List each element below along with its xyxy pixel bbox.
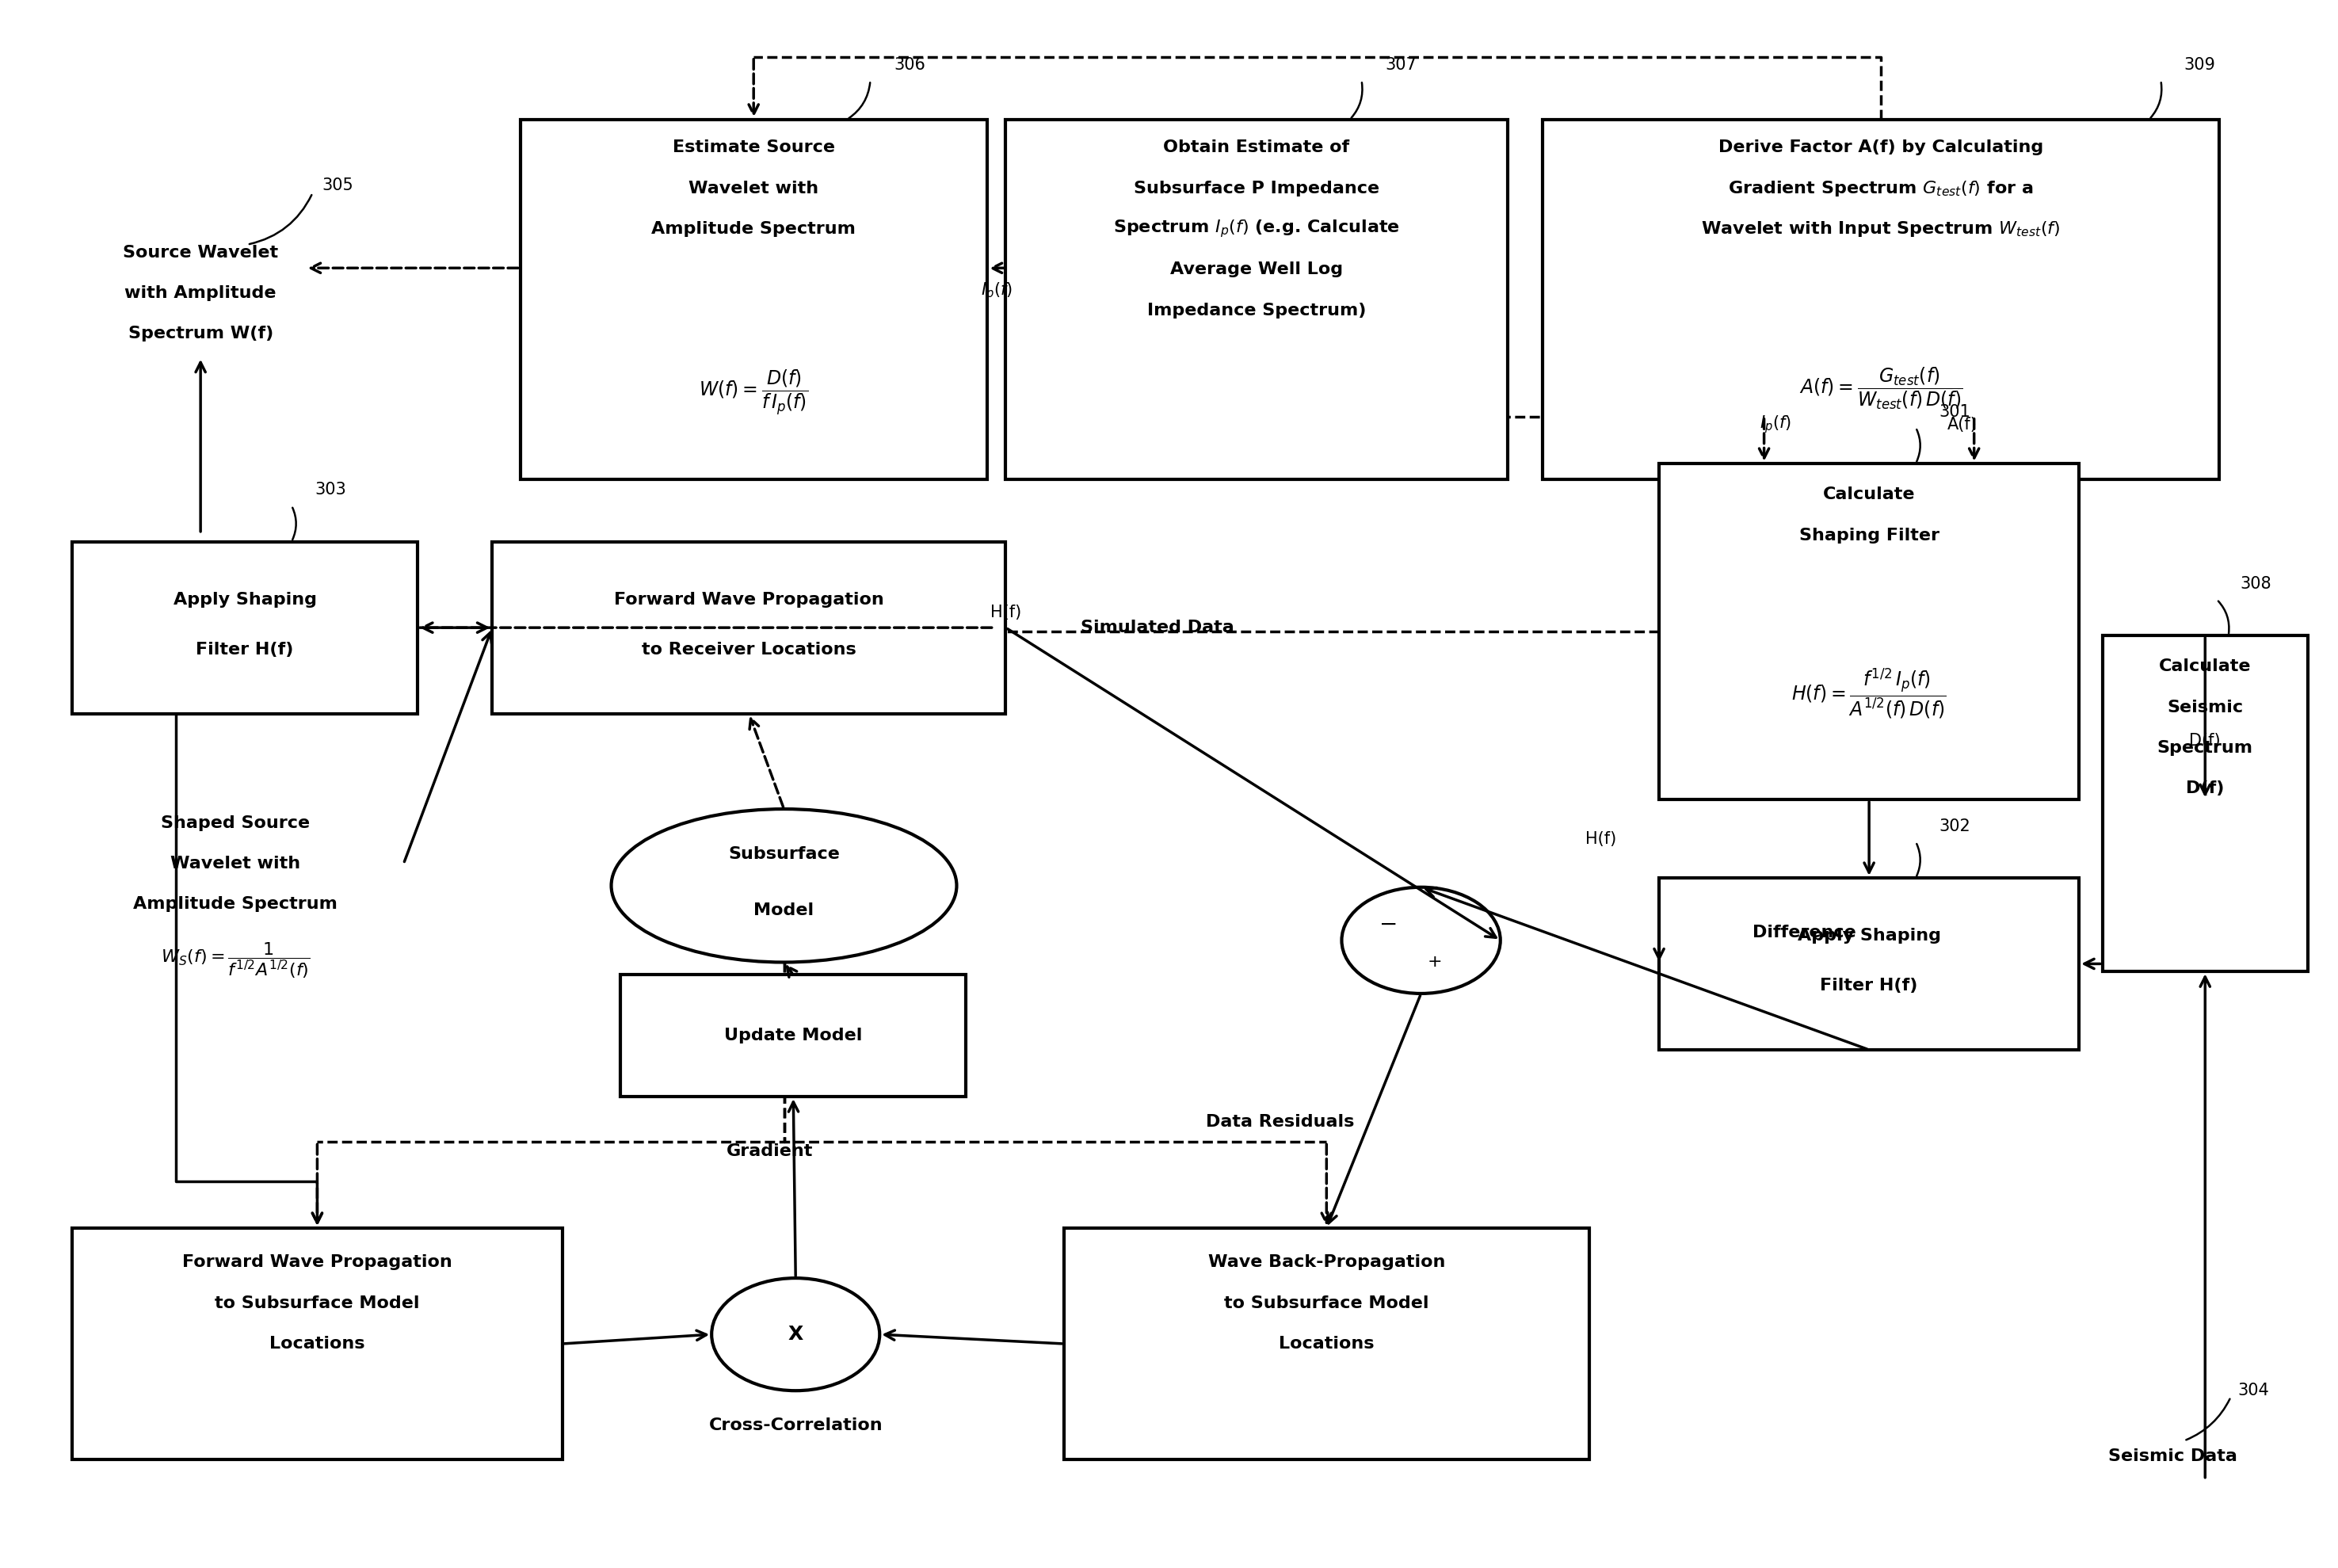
Text: Filter H(f): Filter H(f)	[1821, 978, 1917, 994]
Text: $W(f) = \dfrac{D(f)}{f\,I_p(f)}$: $W(f) = \dfrac{D(f)}{f\,I_p(f)}$	[699, 368, 809, 417]
Text: 303: 303	[316, 481, 346, 499]
Text: Shaping Filter: Shaping Filter	[1798, 527, 1938, 543]
FancyBboxPatch shape	[1660, 464, 2078, 800]
FancyBboxPatch shape	[1660, 878, 2078, 1051]
Text: Gradient: Gradient	[727, 1143, 814, 1159]
Text: Cross-Correlation: Cross-Correlation	[708, 1417, 884, 1433]
Text: Model: Model	[753, 903, 814, 919]
Ellipse shape	[711, 1278, 879, 1391]
Text: Impedance Spectrum): Impedance Spectrum)	[1148, 303, 1365, 318]
Text: Spectrum: Spectrum	[2158, 740, 2254, 756]
Text: D(f): D(f)	[2186, 781, 2223, 797]
Text: Filter H(f): Filter H(f)	[196, 641, 295, 657]
FancyBboxPatch shape	[72, 1228, 561, 1460]
Text: Wave Back-Propagation: Wave Back-Propagation	[1209, 1254, 1445, 1270]
Text: Calculate: Calculate	[2158, 659, 2251, 674]
FancyBboxPatch shape	[1064, 1228, 1590, 1460]
Text: Estimate Source: Estimate Source	[673, 140, 835, 155]
Text: Locations: Locations	[1279, 1336, 1375, 1352]
Text: 301: 301	[1938, 405, 1971, 420]
FancyBboxPatch shape	[1543, 119, 2219, 480]
Text: Data Residuals: Data Residuals	[1206, 1113, 1354, 1129]
Text: to Subsurface Model: to Subsurface Model	[1225, 1295, 1429, 1311]
Text: Average Well Log: Average Well Log	[1169, 262, 1342, 278]
FancyBboxPatch shape	[521, 119, 987, 480]
Text: Forward Wave Propagation: Forward Wave Propagation	[182, 1254, 451, 1270]
Text: 309: 309	[2184, 56, 2216, 72]
Text: 305: 305	[323, 177, 353, 193]
Text: Subsurface P Impedance: Subsurface P Impedance	[1134, 180, 1379, 196]
Text: with Amplitude: with Amplitude	[124, 285, 276, 301]
Text: Amplitude Spectrum: Amplitude Spectrum	[133, 897, 337, 913]
Text: −: −	[1379, 914, 1398, 936]
Text: 308: 308	[2240, 575, 2273, 591]
Text: +: +	[1429, 955, 1443, 971]
Text: Seismic: Seismic	[2167, 699, 2242, 715]
Text: Wavelet with: Wavelet with	[171, 856, 302, 872]
Text: $W_S(f) = \dfrac{1}{f^{1/2}A^{1/2}(f)}$: $W_S(f) = \dfrac{1}{f^{1/2}A^{1/2}(f)}$	[161, 941, 311, 980]
Text: 304: 304	[2237, 1383, 2270, 1399]
Text: Source Wavelet: Source Wavelet	[124, 245, 278, 260]
Text: Wavelet with: Wavelet with	[690, 180, 818, 196]
Text: 302: 302	[1938, 818, 1971, 834]
FancyBboxPatch shape	[72, 541, 419, 713]
FancyBboxPatch shape	[493, 541, 1005, 713]
Text: to Receiver Locations: to Receiver Locations	[641, 641, 856, 657]
Ellipse shape	[1342, 887, 1501, 994]
FancyBboxPatch shape	[620, 975, 966, 1096]
Text: Apply Shaping: Apply Shaping	[173, 591, 316, 607]
Text: $A(f) = \dfrac{G_{test}(f)}{W_{test}(f)\,D(f)}$: $A(f) = \dfrac{G_{test}(f)}{W_{test}(f)\…	[1798, 365, 1962, 411]
FancyBboxPatch shape	[1005, 119, 1508, 480]
Text: Difference: Difference	[1754, 925, 1856, 941]
Text: Subsurface: Subsurface	[727, 847, 839, 862]
Text: Derive Factor A(f) by Calculating: Derive Factor A(f) by Calculating	[1718, 140, 2043, 155]
Text: $I_p(f)$: $I_p(f)$	[980, 281, 1012, 303]
Text: $I_p(f)$: $I_p(f)$	[1761, 414, 1791, 434]
Text: Amplitude Spectrum: Amplitude Spectrum	[652, 221, 856, 237]
Text: 307: 307	[1384, 56, 1417, 72]
Text: Seismic Data: Seismic Data	[2109, 1449, 2237, 1465]
Text: Gradient Spectrum $G_{test}(f)$ for a: Gradient Spectrum $G_{test}(f)$ for a	[1728, 179, 2034, 198]
Text: Forward Wave Propagation: Forward Wave Propagation	[615, 591, 884, 607]
Text: H(f): H(f)	[1585, 831, 1616, 847]
Text: $H(f) = \dfrac{f^{1/2}\,I_p(f)}{A^{1/2}(f)\,D(f)}$: $H(f) = \dfrac{f^{1/2}\,I_p(f)}{A^{1/2}(…	[1791, 666, 1948, 720]
Text: Wavelet with Input Spectrum $W_{test}(f)$: Wavelet with Input Spectrum $W_{test}(f)…	[1702, 220, 2060, 238]
Text: 306: 306	[893, 56, 926, 72]
Text: A(f): A(f)	[1948, 417, 1978, 433]
Text: Update Model: Update Model	[725, 1027, 863, 1044]
Text: Spectrum $I_p(f)$ (e.g. Calculate: Spectrum $I_p(f)$ (e.g. Calculate	[1113, 218, 1400, 240]
Ellipse shape	[610, 809, 956, 963]
Text: to Subsurface Model: to Subsurface Model	[215, 1295, 419, 1311]
Text: X: X	[788, 1325, 804, 1344]
Text: D(f): D(f)	[2188, 734, 2221, 750]
Text: Apply Shaping: Apply Shaping	[1798, 928, 1941, 944]
Text: H(f): H(f)	[989, 605, 1022, 621]
Text: Spectrum W(f): Spectrum W(f)	[129, 326, 274, 342]
Text: Locations: Locations	[269, 1336, 365, 1352]
Text: Obtain Estimate of: Obtain Estimate of	[1164, 140, 1349, 155]
Text: Shaped Source: Shaped Source	[161, 815, 311, 831]
FancyBboxPatch shape	[2102, 635, 2308, 972]
Text: Simulated Data: Simulated Data	[1080, 619, 1234, 635]
Text: Calculate: Calculate	[1824, 486, 1915, 503]
